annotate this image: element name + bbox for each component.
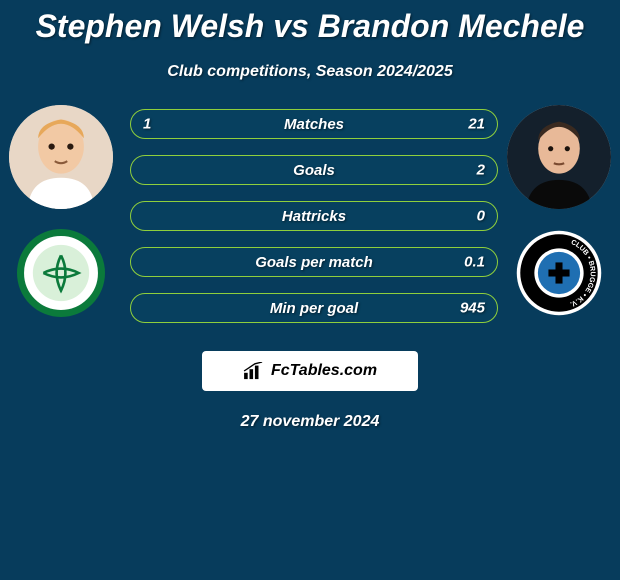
stat-right-value: 0	[477, 208, 485, 225]
right-club-badge: CLUB • BRUGGE • K.V.	[515, 229, 603, 317]
stat-right-value: 945	[460, 300, 485, 317]
stat-bar-min-per-goal: Min per goal 945	[130, 293, 498, 323]
stat-bars: 1 Matches 21 Goals 2 Hattricks 0 Goals p…	[130, 109, 498, 323]
stat-right-value: 2	[477, 162, 485, 179]
right-player-column: CLUB • BRUGGE • K.V.	[504, 109, 614, 317]
stat-label: Hattricks	[282, 208, 346, 225]
brand-badge: FcTables.com	[202, 351, 418, 391]
stat-label: Min per goal	[270, 300, 358, 317]
comparison-arena: CLUB • BRUGGE • K.V. 1 Matches 21 Goals …	[0, 109, 620, 323]
stat-bar-hattricks: Hattricks 0	[130, 201, 498, 231]
stat-bar-matches: 1 Matches 21	[130, 109, 498, 139]
left-player-avatar-svg	[9, 105, 113, 209]
page-title: Stephen Welsh vs Brandon Mechele	[0, 0, 620, 45]
season-subtitle: Club competitions, Season 2024/2025	[0, 63, 620, 81]
stat-left-value: 1	[143, 116, 151, 133]
stat-label: Matches	[284, 116, 344, 133]
snapshot-date: 27 november 2024	[0, 413, 620, 431]
brand-text: FcTables.com	[271, 362, 377, 380]
stat-right-value: 0.1	[464, 254, 485, 271]
brugge-badge-svg: CLUB • BRUGGE • K.V.	[515, 229, 603, 317]
right-player-avatar-svg	[507, 105, 611, 209]
left-player-column	[6, 109, 116, 317]
left-player-photo	[9, 105, 113, 209]
bar-chart-icon	[243, 362, 265, 380]
stat-bar-goals-per-match: Goals per match 0.1	[130, 247, 498, 277]
left-club-badge	[17, 229, 105, 317]
stat-bar-goals: Goals 2	[130, 155, 498, 185]
celtic-badge-svg	[17, 229, 105, 317]
right-player-photo	[507, 105, 611, 209]
stat-label: Goals	[293, 162, 335, 179]
stat-right-value: 21	[468, 116, 485, 133]
stat-label: Goals per match	[255, 254, 373, 271]
